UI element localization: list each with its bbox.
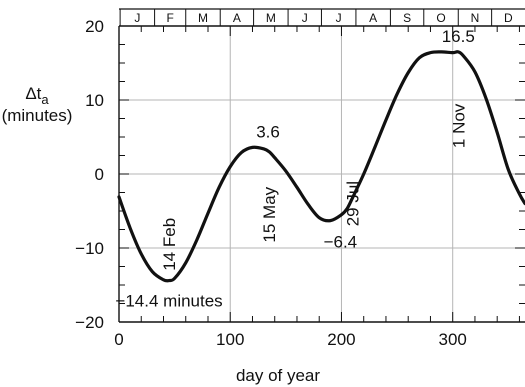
axis-ticks: 0 100 200 300 −20 −10 0 10 20 <box>75 17 525 349</box>
month-label: A <box>369 11 377 25</box>
series-line <box>117 50 525 283</box>
y-axis-label-main: Δt <box>25 84 41 103</box>
month-label: D <box>504 11 513 25</box>
month-label: F <box>166 11 173 25</box>
month-label: N <box>471 11 480 25</box>
month-label: J <box>302 11 308 25</box>
y-axis-units: (minutes) <box>2 106 73 125</box>
month-label: J <box>336 11 342 25</box>
annotation-label: 1 Nov <box>449 103 468 148</box>
y-tick-label: −20 <box>75 313 104 332</box>
x-tick-label: 100 <box>216 330 244 349</box>
annotation-label: −6.4 <box>324 232 358 251</box>
y-tick-label: 20 <box>85 17 104 36</box>
month-label: J <box>134 11 140 25</box>
y-axis-label-subscript: a <box>41 92 49 107</box>
y-tick-label: −10 <box>75 239 104 258</box>
x-tick-label: 200 <box>327 330 355 349</box>
month-label: S <box>403 11 411 25</box>
grid <box>119 26 525 322</box>
y-tick-label: 0 <box>95 165 104 184</box>
y-tick-label: 10 <box>85 91 104 110</box>
annotation-label: 15 May <box>260 186 279 242</box>
x-tick-label: 0 <box>114 330 123 349</box>
y-axis-label: Δta <box>25 84 49 107</box>
annotation-label: 3.6 <box>256 122 280 141</box>
annotation-label: −14.4 minutes <box>115 292 222 311</box>
x-tick-label: 300 <box>439 330 467 349</box>
month-label: O <box>436 11 445 25</box>
month-label: A <box>233 11 241 25</box>
annotation-label: 29 Jul <box>344 181 363 226</box>
annotation-label: 16.5 <box>442 27 475 46</box>
month-label: M <box>266 11 276 25</box>
annotations: 16.5 1 Nov 3.6 15 May 29 Jul −6.4 14 Feb −14.4 … <box>115 27 474 311</box>
month-label: M <box>198 11 208 25</box>
annotation-label: 14 Feb <box>160 218 179 271</box>
x-axis-label: day of year <box>236 366 320 385</box>
